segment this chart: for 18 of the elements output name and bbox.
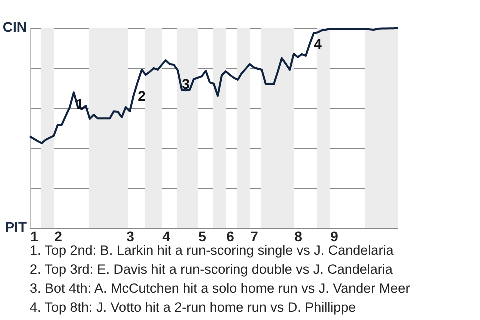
x-tick-label: 9	[330, 228, 339, 244]
x-tick-label: 2	[54, 228, 63, 244]
text: 4. Top 8th: J. Votto hit a 2-run home run vs D. Phillippe	[30, 300, 356, 315]
annotation: 3	[182, 76, 190, 92]
x-tick-label: 1	[30, 228, 39, 244]
x-tick-label: 6	[226, 228, 235, 244]
text: 3. Bot 4th: A. McCutchen hit a solo home run vs J. Vander Meer	[30, 281, 411, 296]
x-tick-label: 3	[126, 228, 135, 244]
annotation: 4	[314, 36, 322, 52]
x-tick-label: 5	[198, 228, 207, 244]
text: 2. Top 3rd: E. Davis hit a run-scoring double vs J. Candelaria	[30, 262, 394, 277]
text: PIT	[5, 219, 28, 235]
annotation: 2	[138, 88, 146, 104]
text: CIN	[2, 19, 27, 35]
text: 1. Top 2nd: B. Larkin hit a run-scoring single vs J. Candelaria	[30, 243, 394, 258]
x-tick-label: 8	[294, 228, 303, 244]
x-tick-label: 7	[250, 228, 259, 244]
x-tick-label: 4	[162, 228, 171, 244]
